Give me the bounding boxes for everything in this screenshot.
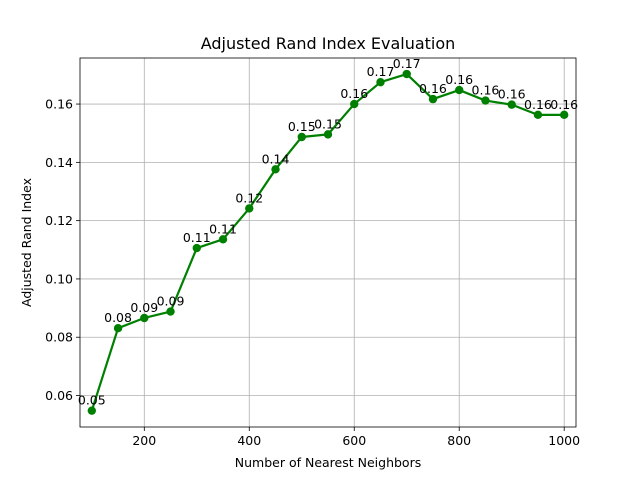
data-point <box>402 69 411 79</box>
data-point <box>323 130 333 139</box>
x-axis-label: Number of Nearest Neighbors <box>235 455 421 470</box>
data-label: 0.08 <box>104 310 132 325</box>
data-point <box>140 313 149 323</box>
x-tick-label: 200 <box>132 433 156 448</box>
data-point <box>192 243 201 253</box>
data-point <box>113 323 123 333</box>
data-label: 0.15 <box>288 119 316 134</box>
data-label: 0.16 <box>472 83 500 98</box>
x-tick-label: 600 <box>342 433 366 448</box>
grid-lines <box>80 58 576 427</box>
y-tick-label: 0.10 <box>45 271 73 286</box>
plot-frame <box>79 57 577 428</box>
data-point <box>507 100 516 109</box>
y-tick-label: 0.06 <box>45 388 73 403</box>
data-label: 0.11 <box>183 230 211 245</box>
data-label: 0.16 <box>445 72 473 87</box>
y-tick-label: 0.14 <box>45 155 73 170</box>
data-point <box>87 406 97 415</box>
data-point <box>297 132 306 142</box>
chart-title: Adjusted Rand Index Evaluation <box>201 34 456 53</box>
data-label: 0.14 <box>262 151 290 166</box>
data-label: 0.16 <box>550 97 578 112</box>
data-point <box>428 94 438 104</box>
data-point <box>533 110 543 120</box>
x-tick-label: 1000 <box>548 433 580 448</box>
y-tick-label: 0.12 <box>45 213 73 228</box>
data-label: 0.05 <box>78 393 106 408</box>
data-point <box>271 165 280 174</box>
data-point <box>559 110 569 120</box>
data-point <box>455 85 464 95</box>
data-label: 0.16 <box>419 81 447 96</box>
data-label: 0.09 <box>157 294 185 309</box>
data-point <box>350 99 359 109</box>
data-label: 0.12 <box>235 190 263 205</box>
y-tick-label: 0.08 <box>45 330 73 345</box>
data-label: 0.17 <box>393 56 421 71</box>
data-label-group: 0.050.080.090.090.110.110.120.140.150.15… <box>78 56 578 408</box>
data-label: 0.11 <box>209 221 237 236</box>
x-tick-label: 800 <box>447 433 471 448</box>
y-axis-label: Adjusted Rand Index <box>19 178 34 307</box>
data-label: 0.09 <box>130 300 158 315</box>
data-label: 0.15 <box>314 116 342 131</box>
data-label: 0.16 <box>524 97 552 112</box>
data-point <box>376 77 385 87</box>
series-line-group <box>87 69 569 415</box>
data-point <box>481 96 490 105</box>
x-tick-label: 400 <box>237 433 261 448</box>
axis-ticks: 200 400 600 800 1000 0.06 0.08 0.10 0.12 0.14 0.16 <box>45 97 580 448</box>
data-point <box>166 307 175 316</box>
data-point <box>218 235 228 244</box>
data-label: 0.16 <box>498 87 526 102</box>
y-tick-label: 0.16 <box>45 97 73 112</box>
data-point <box>245 204 254 213</box>
data-label: 0.16 <box>340 86 368 101</box>
data-label: 0.17 <box>367 64 395 79</box>
